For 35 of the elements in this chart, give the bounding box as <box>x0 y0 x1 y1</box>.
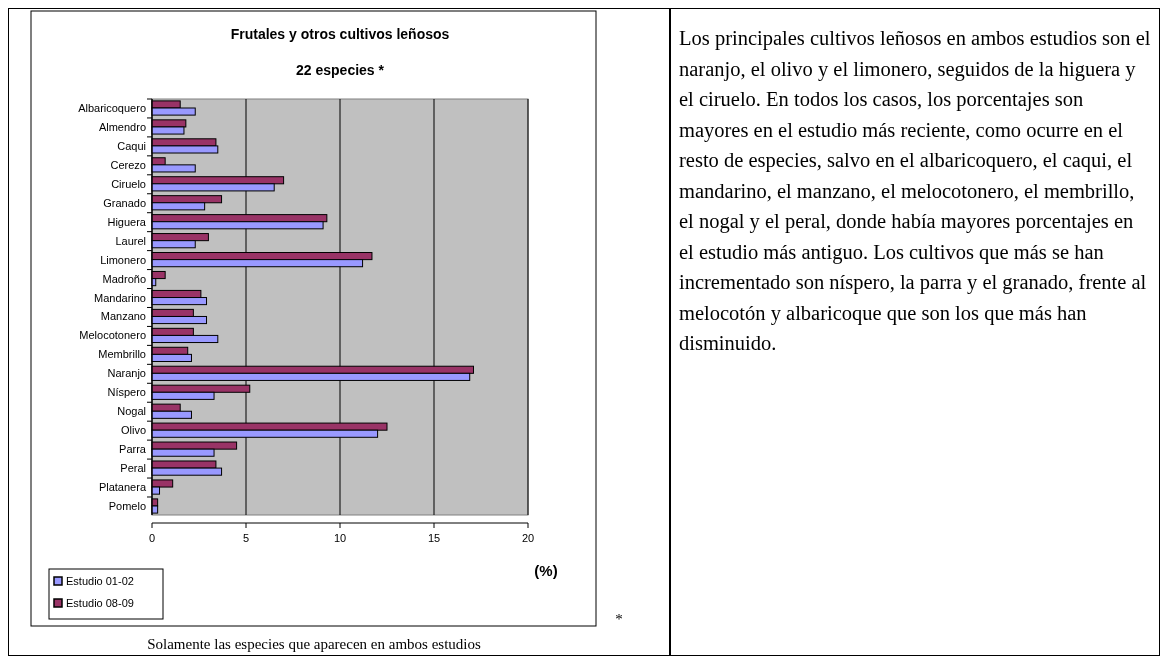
x-tick-label: 20 <box>521 532 535 544</box>
x-tick-label: 0 <box>148 532 156 544</box>
y-tick-label: Albaricoquero <box>78 102 146 114</box>
y-tick-label: Pomelo <box>108 500 146 512</box>
y-tick-label: Ciruelo <box>111 177 146 190</box>
y-tick-label: Madroño <box>102 272 146 285</box>
y-tick-label: Laurel <box>115 234 146 247</box>
y-tick-label: Membrillo <box>98 348 146 361</box>
y-tick-label: Higuera <box>107 215 147 228</box>
y-tick-label: Manzano <box>100 310 146 323</box>
y-tick-label: Platanera <box>98 481 147 494</box>
x-tick-label: 10 <box>333 532 347 544</box>
y-tick-label: Caqui <box>117 139 146 152</box>
text: * <box>615 611 623 627</box>
y-tick-label: Nogal <box>117 405 146 418</box>
y-tick-label: Naranjo <box>107 367 146 380</box>
legend-label: Estudio 08-09 <box>66 597 134 609</box>
y-tick-label: Granado <box>103 196 146 209</box>
y-tick-label: Olivo <box>120 424 146 437</box>
y-tick-label: Limonero <box>100 253 146 266</box>
y-tick-label: Níspero <box>107 386 146 399</box>
x-tick-label: 5 <box>242 532 250 544</box>
chart-subtitle: 22 especies * <box>296 62 385 78</box>
chart-title: Frutales y otros cultivos leñosos <box>230 26 450 42</box>
x-tick-label: 15 <box>427 532 441 544</box>
legend-label: Estudio 01-02 <box>66 575 134 587</box>
x-axis-title: (%) <box>534 562 558 579</box>
y-tick-label: Cerezo <box>110 158 146 171</box>
y-tick-label: Melocotonero <box>79 329 146 342</box>
y-tick-label: Parra <box>119 443 147 456</box>
y-tick-label: Mandarino <box>94 291 146 304</box>
y-tick-label: Peral <box>120 462 146 475</box>
text: Solamente las especies que aparecen en ambos estudios <box>147 636 481 652</box>
y-tick-label: Almendro <box>98 120 146 133</box>
text: Los principales cultivos leñosos en ambos estudios son el naranjo, el olivo y el limonero, seguidos de la higuera y el ciruelo. En todos los casos, los porcentajes son mayores en el estudio más reciente, como ocurre en el resto de especies, salvo en el albaricoquero, el caqui, el mandarino, el manzano, el melocotonero, el membrillo, el nogal y el peral, donde había mayores porcentajes en el estudio más antiguo. Los cultivos que más se han incrementado son níspero, la parra y el granado, frente al melocotón y albaricoque que son los que más han disminuido. <box>679 27 1151 354</box>
